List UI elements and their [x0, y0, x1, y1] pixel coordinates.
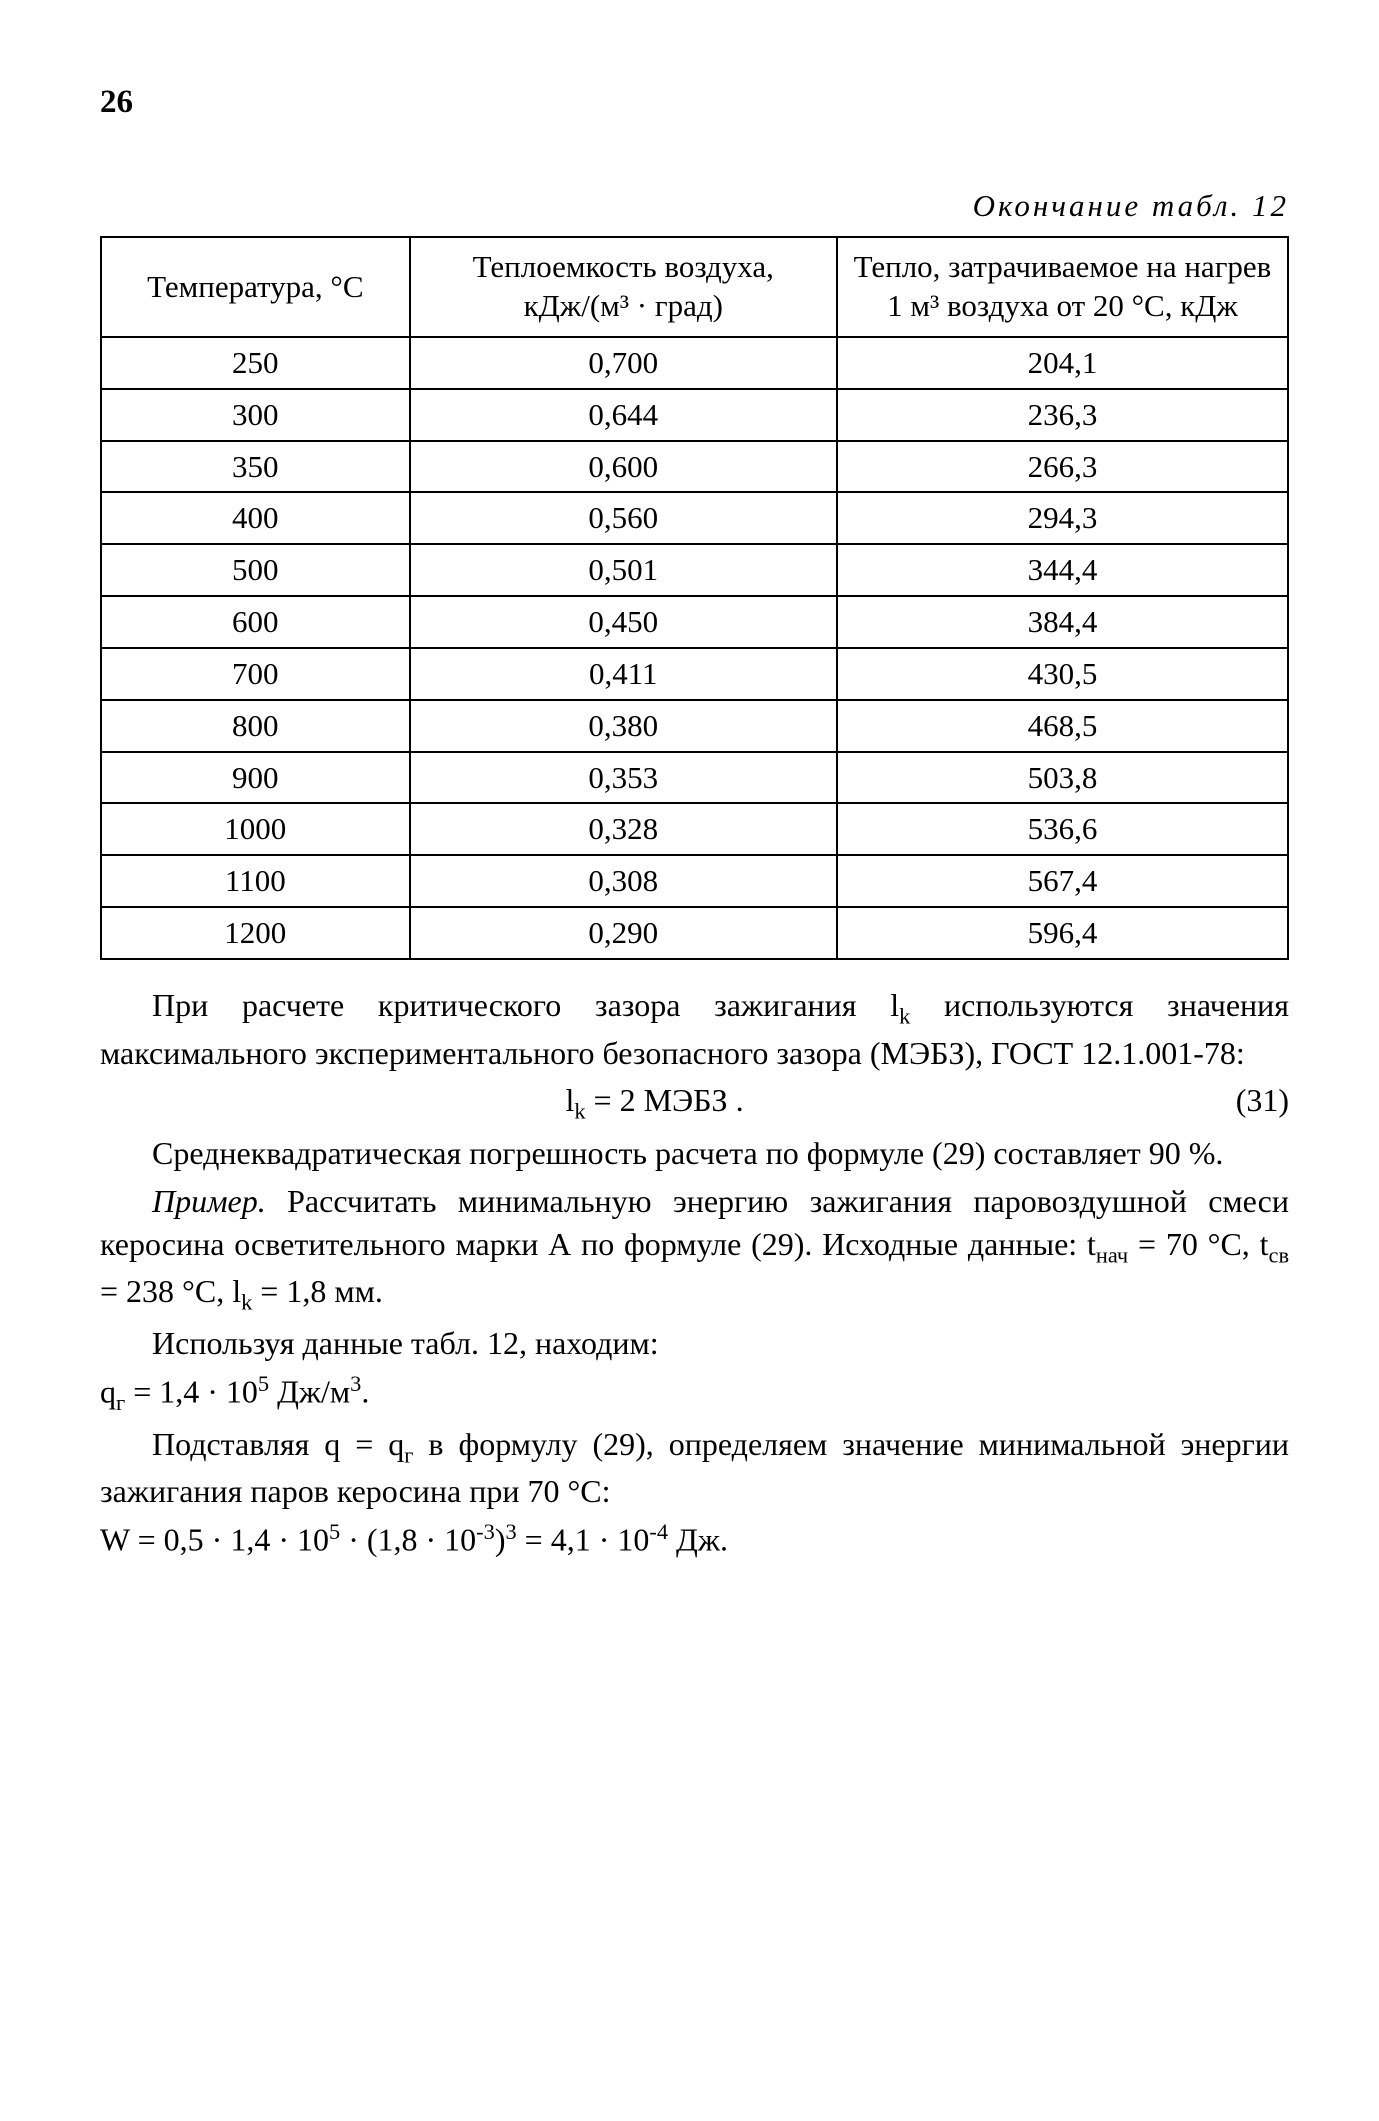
col-header-capacity: Теплоемкость воздуха, кДж/(м³ · град): [410, 237, 837, 337]
table-row: 10000,328536,6: [101, 803, 1288, 855]
page: 26 Окончание табл. 12 Температура, °C Те…: [0, 0, 1379, 2121]
eq-w-d: = 4,1 · 10: [517, 1522, 650, 1558]
table-cell: 0,411: [410, 648, 837, 700]
p3-c: = 238 °C, l: [100, 1273, 241, 1309]
eq-q-a: q: [100, 1374, 116, 1410]
p3-d: = 1,8 мм.: [252, 1273, 383, 1309]
table-cell: 384,4: [837, 596, 1288, 648]
table-cell: 400: [101, 492, 410, 544]
equation-31: lk = 2 МЭБЗ . (31): [100, 1079, 1289, 1127]
table-cell: 0,380: [410, 700, 837, 752]
table-header-row: Температура, °C Теплоемкость воздуха, кД…: [101, 237, 1288, 337]
eq-q-c: Дж/м: [269, 1374, 350, 1410]
table-cell: 294,3: [837, 492, 1288, 544]
table-cell: 0,644: [410, 389, 837, 441]
eq-q-sup2: 3: [350, 1371, 361, 1396]
body-text: При расчете критического зазора зажигани…: [100, 984, 1289, 1562]
table-row: 6000,450384,4: [101, 596, 1288, 648]
table-cell: 503,8: [837, 752, 1288, 804]
table-cell: 1000: [101, 803, 410, 855]
paragraph-2: Среднеквадратическая погрешность расчета…: [100, 1132, 1289, 1175]
col-header-heat: Тепло, затрачиваемое на нагрев 1 м³ возд…: [837, 237, 1288, 337]
table-cell: 700: [101, 648, 410, 700]
table-cell: 0,353: [410, 752, 837, 804]
table-cell: 500: [101, 544, 410, 596]
example-label: Пример.: [152, 1183, 266, 1219]
table-cell: 567,4: [837, 855, 1288, 907]
table-cell: 1200: [101, 907, 410, 959]
eq31-sub: k: [574, 1098, 585, 1123]
p3-sub2: св: [1269, 1242, 1290, 1267]
paragraph-3: Пример. Рассчитать минимальную энергию з…: [100, 1180, 1289, 1318]
table-cell: 0,308: [410, 855, 837, 907]
table-cell: 800: [101, 700, 410, 752]
table-cell: 236,3: [837, 389, 1288, 441]
table-row: 8000,380468,5: [101, 700, 1288, 752]
paragraph-5: Подставляя q = qг в формулу (29), опреде…: [100, 1423, 1289, 1514]
table-cell: 900: [101, 752, 410, 804]
eq-w-c: ): [495, 1522, 506, 1558]
table-cell: 468,5: [837, 700, 1288, 752]
eq31-center: lk = 2 МЭБЗ .: [100, 1079, 1209, 1127]
table-cell: 0,700: [410, 337, 837, 389]
paragraph-1: При расчете критического зазора зажигани…: [100, 984, 1289, 1075]
table-cell: 1100: [101, 855, 410, 907]
eq-w-a: W = 0,5 · 1,4 · 10: [100, 1522, 329, 1558]
table-row: 3500,600266,3: [101, 441, 1288, 493]
table-row: 3000,644236,3: [101, 389, 1288, 441]
eq-w-sup2: -3: [476, 1519, 495, 1544]
table-cell: 0,290: [410, 907, 837, 959]
table-row: 9000,353503,8: [101, 752, 1288, 804]
table-cell: 266,3: [837, 441, 1288, 493]
table-cell: 536,6: [837, 803, 1288, 855]
p5-a: Подставляя q = q: [152, 1426, 404, 1462]
table-cell: 0,450: [410, 596, 837, 648]
col-header-temp: Температура, °C: [101, 237, 410, 337]
table-row: 4000,560294,3: [101, 492, 1288, 544]
eq-q-sub: г: [116, 1390, 125, 1415]
p1-pre: При расчете критического зазора зажигани…: [152, 987, 899, 1023]
table-cell: 0,328: [410, 803, 837, 855]
eq-w-sup3: 3: [505, 1519, 516, 1544]
thermal-table: Температура, °C Теплоемкость воздуха, кД…: [100, 236, 1289, 960]
table-caption: Окончание табл. 12: [100, 185, 1289, 227]
eq31-rhs: = 2 МЭБЗ .: [586, 1082, 744, 1118]
eq-w-b: · (1,8 · 10: [340, 1522, 476, 1558]
table-cell: 204,1: [837, 337, 1288, 389]
table-row: 11000,308567,4: [101, 855, 1288, 907]
table-cell: 0,560: [410, 492, 837, 544]
table-cell: 0,501: [410, 544, 837, 596]
eq-q-sup: 5: [258, 1371, 269, 1396]
table-row: 12000,290596,4: [101, 907, 1288, 959]
p1-sub: k: [899, 1003, 910, 1028]
paragraph-4: Используя данные табл. 12, находим:: [100, 1322, 1289, 1365]
table-cell: 250: [101, 337, 410, 389]
eq31-lhs: l: [565, 1082, 574, 1118]
table-cell: 344,4: [837, 544, 1288, 596]
eq-w-sup1: 5: [329, 1519, 340, 1544]
equation-w: W = 0,5 · 1,4 · 105 · (1,8 · 10-3)3 = 4,…: [100, 1517, 1289, 1562]
table-row: 7000,411430,5: [101, 648, 1288, 700]
eq-q-d: .: [361, 1374, 369, 1410]
eq-q-b: = 1,4 · 10: [125, 1374, 258, 1410]
eq-w-e: Дж.: [668, 1522, 728, 1558]
table-cell: 600: [101, 596, 410, 648]
table-row: 2500,700204,1: [101, 337, 1288, 389]
eq-w-sup4: -4: [649, 1519, 668, 1544]
p3-sub3: k: [241, 1290, 252, 1315]
eq31-num: (31): [1209, 1079, 1289, 1122]
p3-sub1: нач: [1096, 1242, 1128, 1267]
table-cell: 350: [101, 441, 410, 493]
table-cell: 300: [101, 389, 410, 441]
table-row: 5000,501344,4: [101, 544, 1288, 596]
table-cell: 596,4: [837, 907, 1288, 959]
table-cell: 430,5: [837, 648, 1288, 700]
page-number: 26: [100, 80, 1289, 125]
equation-q: qг = 1,4 · 105 Дж/м3.: [100, 1369, 1289, 1418]
p3-b: = 70 °C, t: [1128, 1226, 1268, 1262]
table-cell: 0,600: [410, 441, 837, 493]
table-body: 2500,700204,13000,644236,33500,600266,34…: [101, 337, 1288, 959]
